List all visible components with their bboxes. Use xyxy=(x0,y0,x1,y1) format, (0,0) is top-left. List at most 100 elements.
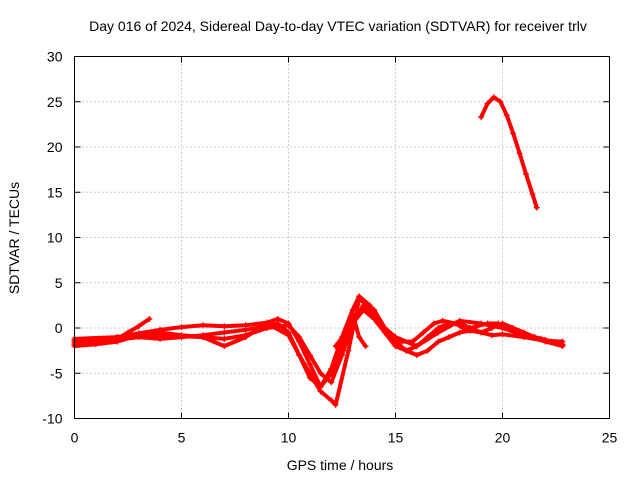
data-point xyxy=(439,317,446,324)
series-line xyxy=(72,297,565,407)
series-layer xyxy=(71,94,566,408)
data-point xyxy=(199,322,206,329)
data-point xyxy=(478,320,485,327)
data-point xyxy=(424,347,431,354)
data-point xyxy=(328,379,335,386)
series-track-6 xyxy=(332,311,369,350)
data-point xyxy=(533,204,540,211)
x-tick-labels: 0 5 10 15 20 25 xyxy=(71,430,618,446)
data-point xyxy=(296,334,303,341)
data-point xyxy=(529,191,536,198)
data-point xyxy=(146,315,153,322)
data-point xyxy=(264,325,271,331)
data-point xyxy=(332,401,339,408)
data-point xyxy=(516,150,523,157)
data-point xyxy=(497,98,504,105)
data-point xyxy=(362,343,369,350)
data-point xyxy=(456,329,463,336)
data-point xyxy=(306,352,313,359)
y-tick-label: 0 xyxy=(55,320,63,336)
chart-title: Day 016 of 2024, Sidereal Day-to-day VTE… xyxy=(89,18,587,34)
data-point xyxy=(345,347,352,354)
y-tick-labels: -10 -5 0 5 10 15 20 25 30 xyxy=(42,49,62,427)
data-point xyxy=(499,325,506,331)
data-point xyxy=(520,332,527,339)
y-tick-label: 15 xyxy=(47,184,63,200)
data-point xyxy=(478,329,485,336)
data-point xyxy=(317,370,324,377)
x-tick-label: 20 xyxy=(495,430,511,446)
data-point xyxy=(349,311,356,318)
data-point xyxy=(490,94,497,101)
data-point xyxy=(503,112,510,119)
data-point xyxy=(199,334,206,341)
data-point xyxy=(178,332,185,339)
series-track-2 xyxy=(71,293,566,390)
data-point xyxy=(456,317,463,324)
y-axis-label: SDTVAR / TECUs xyxy=(6,182,22,294)
data-point xyxy=(403,347,410,354)
series-line xyxy=(72,303,565,385)
data-point xyxy=(542,338,549,345)
data-point xyxy=(332,343,339,350)
series-track-7 xyxy=(478,94,540,211)
series-line xyxy=(479,95,539,210)
data-point xyxy=(328,397,335,404)
data-point xyxy=(242,332,249,339)
y-tick-label: -10 xyxy=(42,411,62,427)
data-point xyxy=(413,352,420,359)
data-point xyxy=(285,332,292,339)
y-tick-label: 20 xyxy=(47,139,63,155)
data-point xyxy=(499,331,506,338)
data-point xyxy=(339,352,345,359)
series-track-5 xyxy=(71,302,566,386)
data-point xyxy=(467,327,474,334)
data-point xyxy=(285,322,292,329)
data-point xyxy=(306,361,313,368)
grid xyxy=(74,56,610,419)
data-point xyxy=(381,325,388,331)
data-point xyxy=(413,343,420,350)
plot-frame xyxy=(74,56,610,419)
data-point xyxy=(360,302,367,309)
x-tick-label: 25 xyxy=(602,430,618,446)
series-line xyxy=(72,307,565,389)
x-tick-label: 0 xyxy=(71,430,79,446)
data-point xyxy=(523,171,530,178)
data-point xyxy=(478,114,485,121)
data-point xyxy=(135,332,142,339)
data-point xyxy=(510,130,517,137)
series-track-4 xyxy=(71,296,566,408)
data-point xyxy=(371,311,378,318)
data-point xyxy=(343,329,350,336)
y-tick-label: -5 xyxy=(50,365,63,381)
data-point xyxy=(559,343,566,350)
data-point xyxy=(178,324,185,331)
data-point xyxy=(435,329,442,336)
y-tick-label: 25 xyxy=(47,94,63,110)
data-point xyxy=(356,334,363,341)
data-point xyxy=(296,352,303,359)
y-tick-label: 10 xyxy=(47,230,63,246)
data-point xyxy=(356,296,363,303)
data-point xyxy=(484,100,491,107)
data-point xyxy=(92,341,99,348)
data-point xyxy=(446,334,452,341)
x-tick-label: 5 xyxy=(178,430,186,446)
data-point xyxy=(221,335,228,342)
y-tick-label: 5 xyxy=(55,275,63,291)
data-point xyxy=(157,329,164,336)
data-point xyxy=(420,329,427,336)
data-point xyxy=(306,370,313,377)
y-tick-label: 30 xyxy=(47,49,63,65)
data-point xyxy=(221,323,228,330)
x-tick-label: 15 xyxy=(388,430,404,446)
data-point xyxy=(392,334,399,341)
data-point xyxy=(221,343,228,350)
data-point xyxy=(221,329,228,336)
x-tick-label: 10 xyxy=(281,430,297,446)
data-point xyxy=(114,338,121,345)
data-point xyxy=(431,320,438,327)
data-point xyxy=(435,338,442,345)
